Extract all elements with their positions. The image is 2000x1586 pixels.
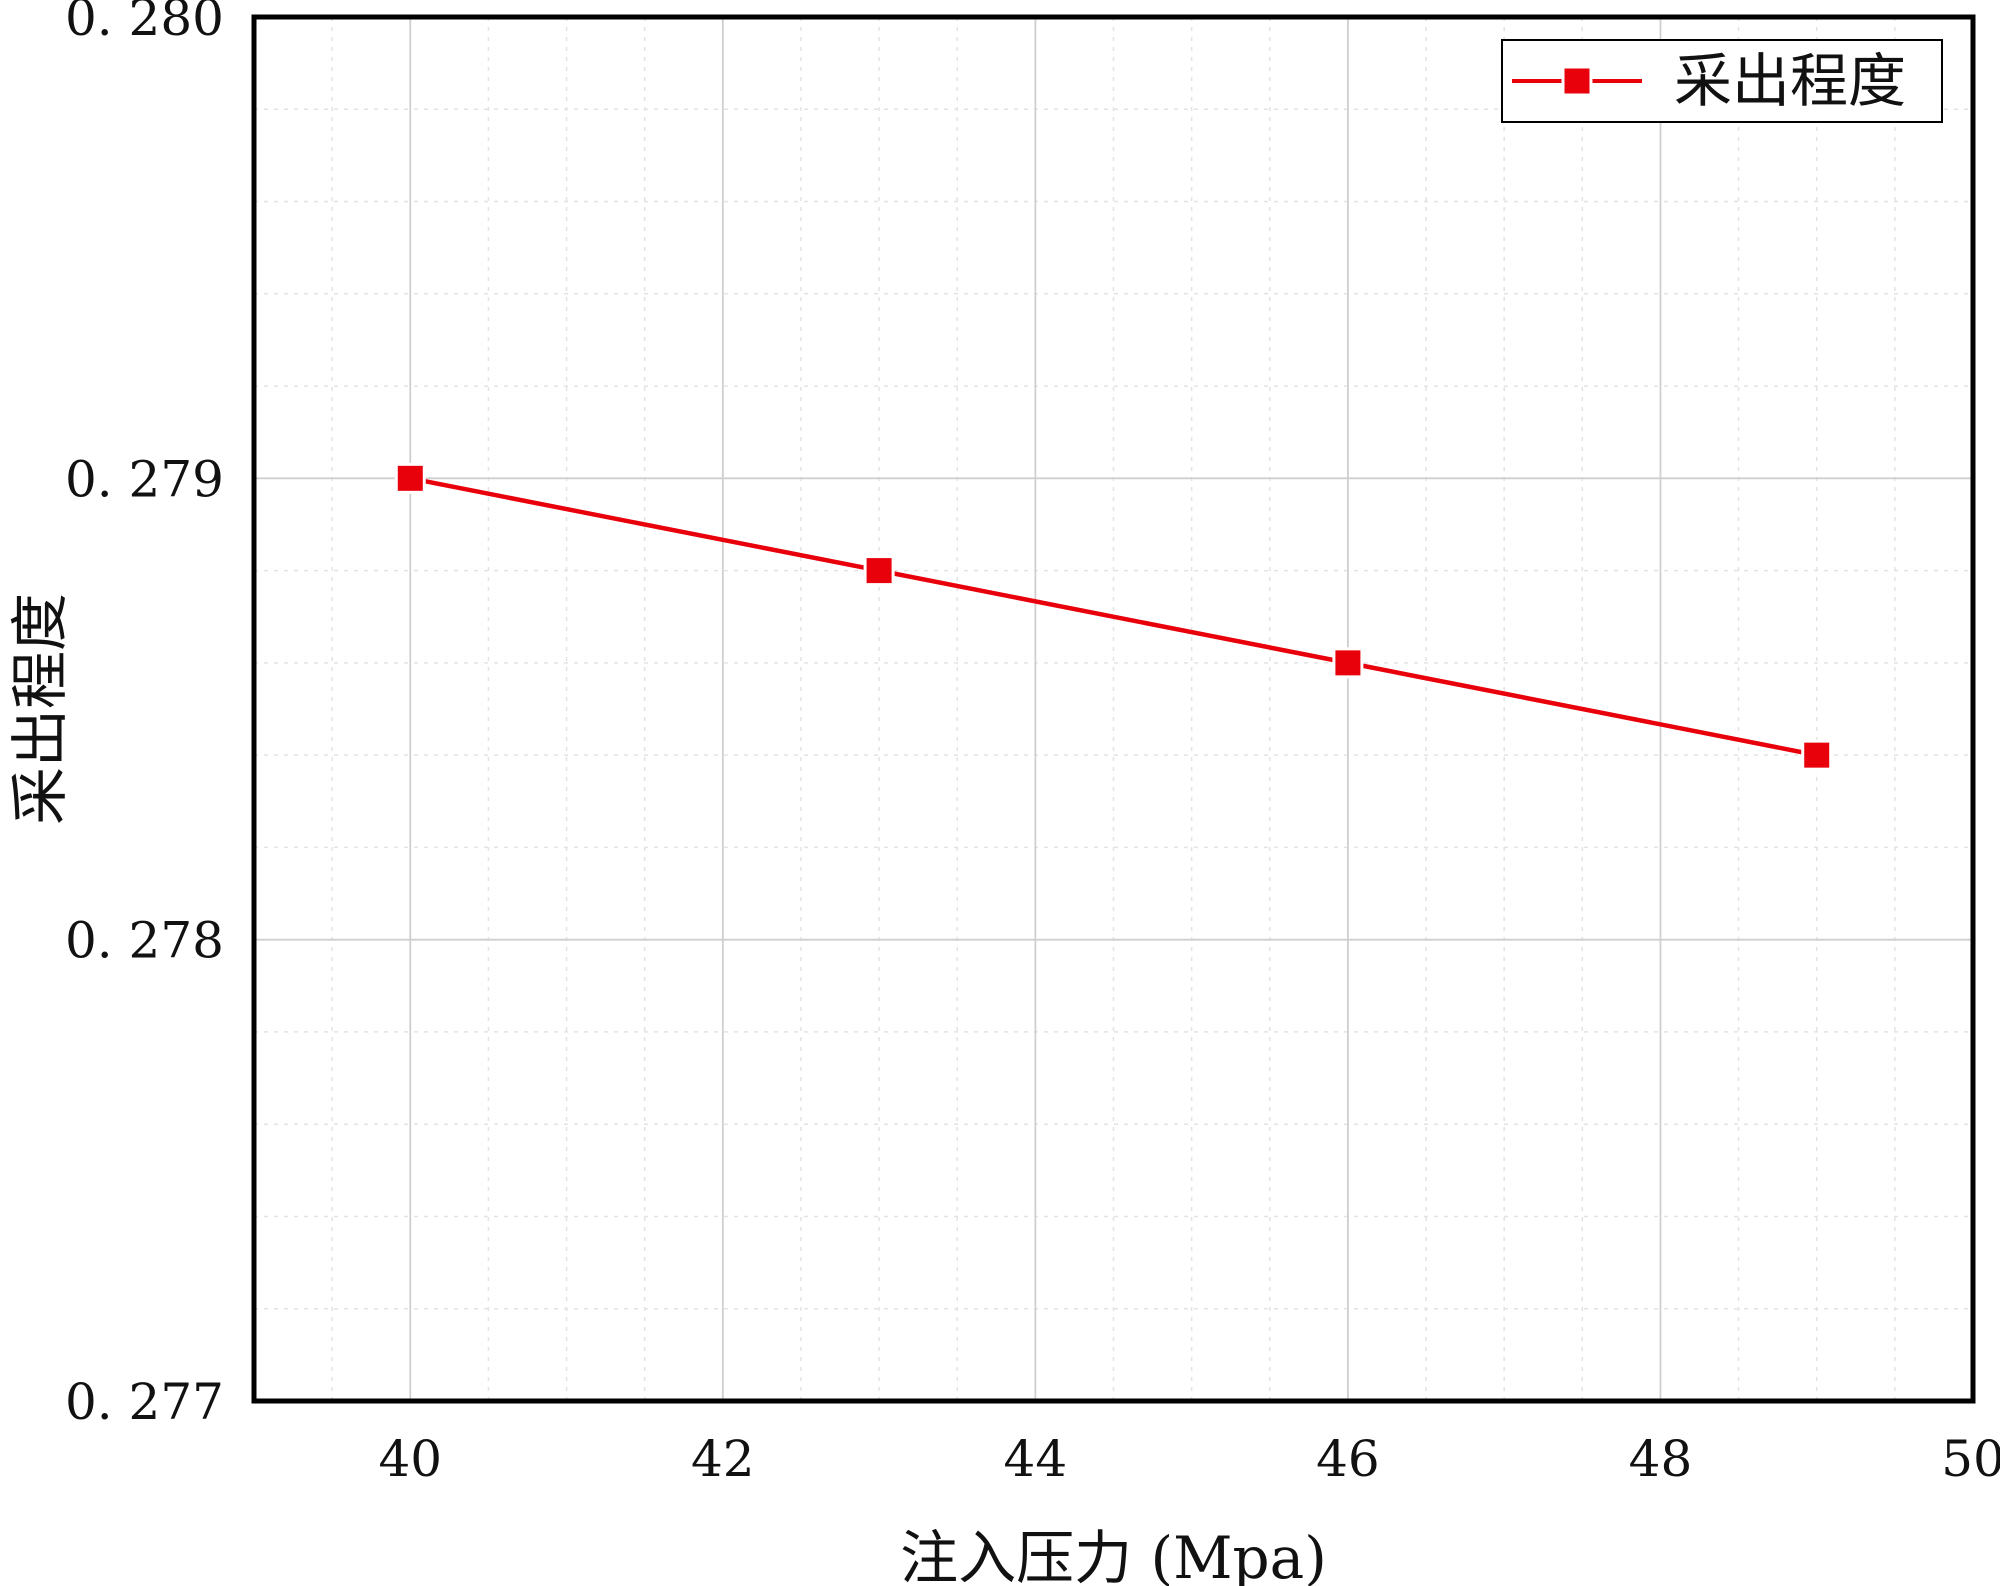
x-tick-label: 42	[691, 1430, 755, 1488]
legend-marker-square	[1561, 65, 1593, 97]
plot-frame	[251, 14, 1976, 1404]
x-axis-ticks: 40 42 44 46 48 50	[378, 1430, 2000, 1488]
series-layer	[394, 462, 1833, 771]
x-tick-label: 48	[1629, 1430, 1693, 1488]
y-axis-ticks: 0. 277 0. 278 0. 279 0. 280	[65, 0, 224, 1431]
data-point-marker	[1332, 647, 1364, 679]
data-point-marker	[863, 555, 895, 587]
y-tick-label: 0. 280	[65, 0, 224, 47]
y-tick-label: 0. 279	[65, 450, 224, 508]
x-tick-label: 44	[1004, 1430, 1068, 1488]
x-tick-label: 40	[378, 1430, 442, 1488]
legend: 采出程度	[1501, 39, 1943, 123]
x-tick-label: 50	[1941, 1430, 2000, 1488]
x-axis-title: 注入压力 (Mpa)	[900, 1524, 1327, 1586]
y-tick-label: 0. 277	[65, 1373, 224, 1431]
data-point-marker	[1801, 739, 1833, 771]
y-tick-label: 0. 278	[65, 912, 224, 970]
data-point-marker	[394, 462, 426, 494]
legend-label: 采出程度	[1674, 47, 1906, 115]
x-tick-label: 46	[1316, 1430, 1380, 1488]
series-line	[409, 476, 1818, 758]
grid	[254, 17, 1973, 1401]
y-axis-title: 采出程度	[6, 593, 74, 825]
